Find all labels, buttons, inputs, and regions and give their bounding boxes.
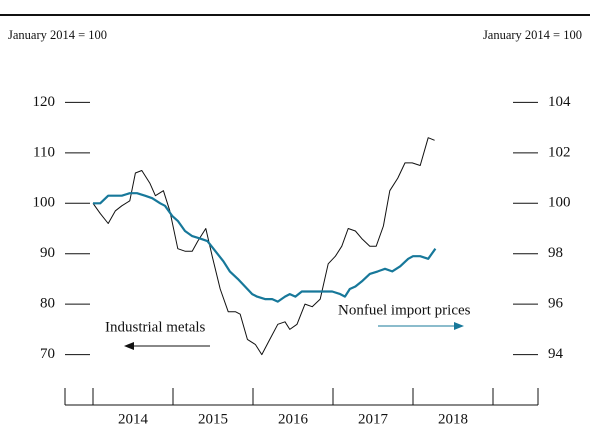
- x-tick-label: 2016: [278, 411, 309, 427]
- y-axis-label: January 2014 = 100: [8, 28, 107, 42]
- y2-tick-label: 104: [548, 94, 571, 110]
- x-tick-label: 2017: [358, 411, 389, 427]
- y-tick-label: 110: [33, 144, 55, 160]
- y-tick-label: 70: [40, 346, 55, 362]
- x-tick-label: 2018: [438, 411, 468, 427]
- y2-tick-label: 100: [548, 195, 571, 211]
- y2-tick-label: 102: [548, 144, 571, 160]
- legend-arrowhead: [124, 342, 134, 350]
- x-tick-label: 2015: [198, 411, 228, 427]
- y2-axis-label: January 2014 = 100: [483, 28, 582, 42]
- series-line: [93, 192, 437, 303]
- y-tick-label: 120: [33, 94, 56, 110]
- y2-tick-label: 98: [548, 245, 563, 261]
- legend-label: Nonfuel import prices: [338, 302, 471, 318]
- legend-arrowhead: [454, 322, 464, 330]
- y-tick-label: 90: [40, 245, 55, 261]
- y-tick-label: 80: [40, 296, 55, 312]
- y2-tick-label: 94: [548, 346, 564, 362]
- legend-label: Industrial metals: [105, 319, 206, 335]
- y2-tick-label: 96: [548, 296, 564, 312]
- y-tick-label: 100: [33, 195, 56, 211]
- series-line: [92, 137, 435, 356]
- x-tick-label: 2014: [118, 411, 149, 427]
